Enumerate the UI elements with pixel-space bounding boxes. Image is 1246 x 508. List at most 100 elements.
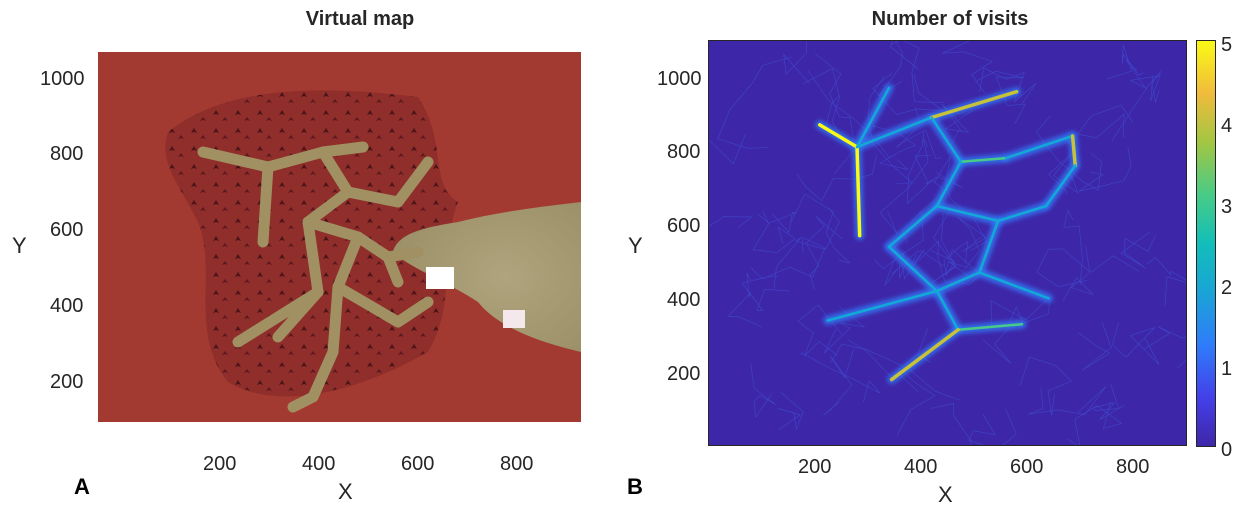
a-ytick-200: 200 <box>50 371 84 393</box>
path-segment <box>818 123 859 149</box>
path-segment <box>887 204 939 248</box>
faint-trace <box>741 276 790 311</box>
cb-tick-4: 4 <box>1221 115 1233 137</box>
path-segment <box>1070 134 1077 168</box>
faint-trace <box>1036 245 1091 288</box>
faint-trace <box>757 211 797 234</box>
white-patch-1 <box>426 267 454 289</box>
faint-trace <box>884 250 945 286</box>
heatmap-background <box>708 40 1187 446</box>
path-segment <box>930 116 963 164</box>
panel-b-letter: B <box>627 474 643 499</box>
a-xlabel: X <box>338 479 353 504</box>
faint-trace <box>1035 115 1102 191</box>
faint-trace <box>1028 386 1107 416</box>
faint-trace <box>797 304 842 357</box>
faint-trace <box>802 68 853 174</box>
faint-trace <box>1107 44 1144 80</box>
faint-trace <box>879 40 904 96</box>
cb-tick-1: 1 <box>1221 358 1233 380</box>
b-ytick-400: 400 <box>667 289 701 311</box>
white-patch-2 <box>503 310 525 328</box>
faint-trace <box>783 40 810 84</box>
faint-trace <box>796 155 877 202</box>
path-segment <box>956 322 1024 331</box>
faint-trace <box>830 343 960 401</box>
faint-trace <box>1062 255 1140 302</box>
faint-trace <box>777 392 804 431</box>
b-xtick-200: 200 <box>798 456 832 478</box>
faint-trace <box>1120 231 1156 269</box>
faint-trace <box>823 306 866 354</box>
faint-trace <box>872 72 945 116</box>
faint-trace <box>805 216 843 291</box>
faint-trace <box>1146 257 1187 307</box>
b-xtick-400: 400 <box>904 456 938 478</box>
b-xtick-800: 800 <box>1116 456 1150 478</box>
faint-trace <box>931 241 969 277</box>
faint-trace <box>823 348 855 416</box>
path-segment <box>959 156 1008 164</box>
path-segment <box>855 86 891 149</box>
cb-tick-5: 5 <box>1221 34 1233 56</box>
faint-trace <box>1019 356 1072 416</box>
faint-trace <box>979 67 1037 104</box>
panel-a-map <box>98 52 581 422</box>
path-segment <box>1044 164 1077 208</box>
faint-trace <box>930 403 972 446</box>
faint-trace <box>914 155 963 188</box>
panel-a-title: Virtual map <box>305 8 415 30</box>
heatmap-frame <box>708 40 1187 446</box>
path-segment <box>935 160 963 208</box>
faint-trace <box>982 306 1024 364</box>
cb-tick-0: 0 <box>1221 439 1233 461</box>
faint-trace <box>1063 209 1083 286</box>
path-segment <box>1004 134 1074 160</box>
faint-trace <box>1112 322 1160 365</box>
faint-trace <box>1143 326 1187 369</box>
path-network-a <box>197 141 434 413</box>
path-segment <box>826 289 939 322</box>
a-xtick-800: 800 <box>500 453 534 475</box>
path-segment <box>889 327 960 382</box>
a-xtick-600: 600 <box>401 453 435 475</box>
faint-trace <box>1077 104 1134 139</box>
faint-trace <box>1078 146 1132 192</box>
faint-trace <box>990 296 1051 325</box>
b-ytick-600: 600 <box>667 215 701 237</box>
path-cores <box>818 86 1077 382</box>
faint-trace <box>790 193 851 264</box>
path-segment <box>935 271 981 293</box>
faint-trace <box>889 40 945 103</box>
faint-trace <box>727 272 763 328</box>
faint-trace <box>750 237 826 280</box>
cb-tick-2: 2 <box>1221 277 1233 299</box>
faint-trace <box>708 216 753 228</box>
faint-trace <box>968 408 1017 446</box>
open-area <box>393 202 581 352</box>
faint-trace <box>1078 322 1112 371</box>
faint-trace <box>708 133 746 165</box>
a-ytick-1000: 1000 <box>40 68 85 90</box>
faint-trace <box>957 216 987 271</box>
b-ytick-1000: 1000 <box>657 68 702 90</box>
cb-tick-3: 3 <box>1221 196 1233 218</box>
faint-trace <box>976 70 1026 125</box>
b-ylabel: Y <box>628 233 643 258</box>
colorbar <box>1196 40 1216 447</box>
faint-trace <box>1125 59 1162 103</box>
path-segment <box>978 271 1050 300</box>
panel-a-letter: A <box>74 474 90 499</box>
panel-b-title: Number of visits <box>871 8 1029 30</box>
faint-trace <box>752 210 796 253</box>
b-ytick-200: 200 <box>667 363 701 385</box>
a-xtick-200: 200 <box>203 453 237 475</box>
a-xtick-400: 400 <box>302 453 336 475</box>
path-segment <box>855 145 862 238</box>
faint-trace <box>941 103 973 153</box>
path-segment <box>855 116 933 149</box>
a-ytick-600: 600 <box>50 219 84 241</box>
a-ytick-400: 400 <box>50 295 84 317</box>
path-segment <box>935 204 1000 223</box>
faint-trace <box>717 56 792 149</box>
